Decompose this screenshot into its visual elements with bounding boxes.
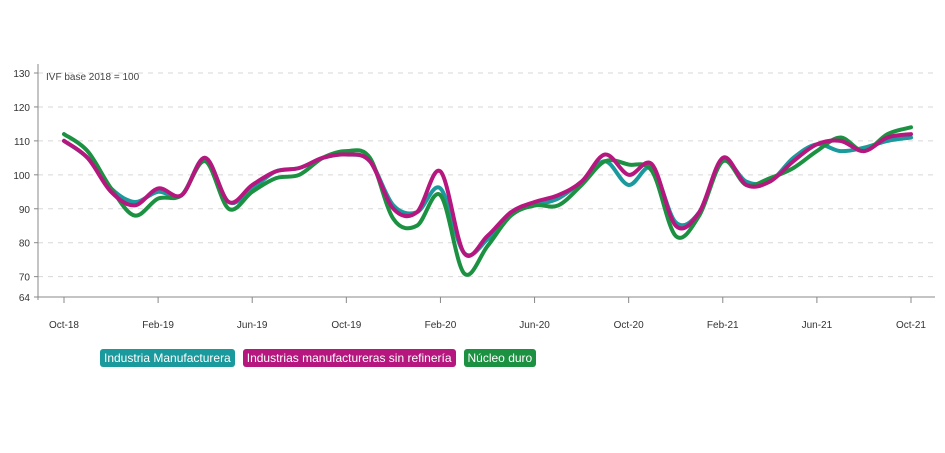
legend-item[interactable]: Industrias manufactureras sin refinería: [242, 349, 456, 367]
x-tick-label: Oct-18: [49, 320, 79, 331]
x-tick-label: Jun-20: [519, 320, 550, 331]
y-tick-label: 120: [13, 103, 30, 114]
scale-annotation: IVF base 2018 = 100: [46, 72, 140, 83]
x-tick-label: Feb-21: [707, 320, 739, 331]
series-line: [62, 125, 913, 277]
series-lines: [62, 125, 913, 277]
y-tick-label: 80: [19, 239, 31, 250]
y-tick-label: 110: [14, 137, 30, 148]
y-tick-label: 64: [19, 293, 31, 304]
y-tick-label: 90: [19, 205, 31, 216]
y-tick-label: 70: [19, 273, 31, 284]
x-tick-label: Oct-21: [896, 320, 926, 331]
legend-item[interactable]: Industria Manufacturera: [100, 349, 235, 367]
legend-item[interactable]: Núcleo duro: [463, 349, 537, 367]
x-tick-label: Feb-19: [142, 320, 174, 331]
x-tick-label: Oct-20: [614, 320, 644, 331]
y-tick-label: 130: [13, 69, 30, 80]
x-tick-label: Feb-20: [425, 320, 457, 331]
axes: 64 70 80 90 100 110 120 130 Oct-18 Feb-19 Jun-19 Oc…: [13, 64, 935, 331]
y-tick-label: 100: [13, 171, 30, 182]
legend: Industria Manufacturera Industrias manufa…: [100, 349, 537, 367]
series-line: [62, 132, 913, 258]
x-tick-label: Oct-19: [331, 320, 361, 331]
x-tick-label: Jun-19: [237, 320, 268, 331]
x-tick-label: Jun-21: [802, 320, 833, 331]
